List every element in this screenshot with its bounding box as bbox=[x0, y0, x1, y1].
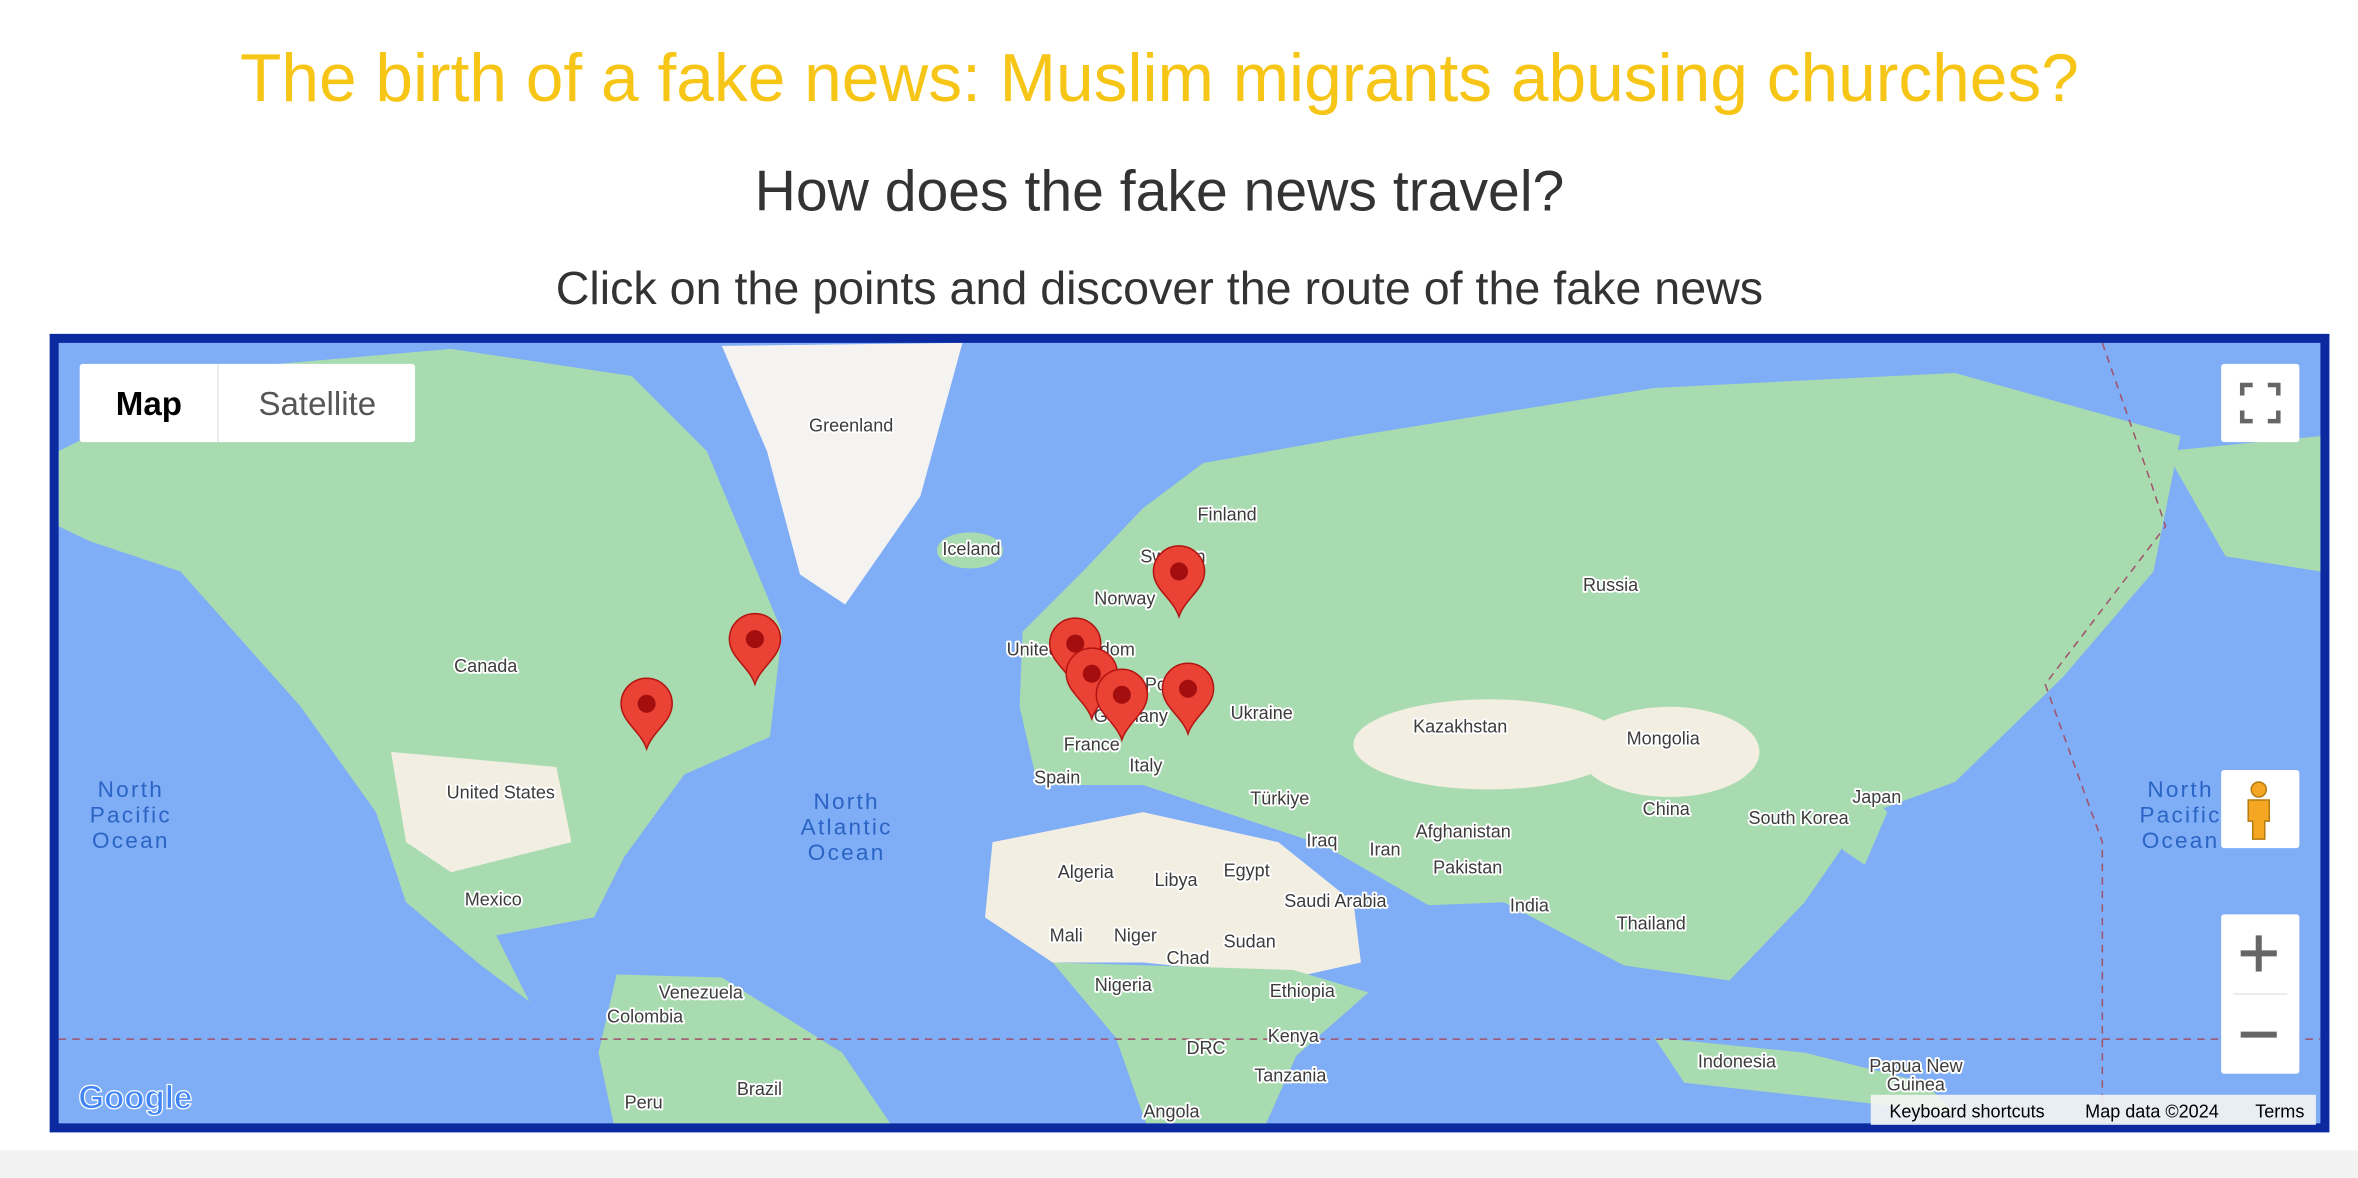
map-label: France bbox=[1064, 734, 1120, 754]
map-label: China bbox=[1643, 799, 1691, 819]
marker[interactable] bbox=[728, 612, 782, 687]
map-label: Iceland bbox=[942, 539, 1000, 559]
map-label: Tanzania bbox=[1254, 1065, 1327, 1085]
map-label: United States bbox=[447, 783, 555, 803]
map-label: Angola bbox=[1143, 1101, 1200, 1121]
map-label: Algeria bbox=[1058, 862, 1115, 882]
markers bbox=[620, 545, 1215, 752]
map-label: Thailand bbox=[1617, 913, 1686, 933]
map-label: Peru bbox=[625, 1092, 663, 1112]
satellite-button[interactable]: Satellite bbox=[258, 386, 376, 423]
map-label: Pakistan bbox=[1433, 858, 1502, 878]
map-label: Italy bbox=[1129, 755, 1162, 775]
ocean-label: North Pacific Ocean bbox=[2139, 777, 2221, 853]
title: The birth of a fake news: Muslim migrant… bbox=[240, 41, 2079, 116]
map-data: Map data ©2024 bbox=[2085, 1101, 2219, 1121]
map-label: Finland bbox=[1198, 504, 1257, 524]
map-label: Ukraine bbox=[1231, 703, 1293, 723]
map-label: Kazakhstan bbox=[1413, 716, 1507, 736]
map-label: South Korea bbox=[1748, 808, 1849, 828]
map-label: Mali bbox=[1050, 925, 1083, 945]
map-label: Egypt bbox=[1224, 861, 1270, 881]
map-label: Kenya bbox=[1268, 1026, 1320, 1046]
map-label: Guinea bbox=[1887, 1074, 1946, 1094]
map-label: Chad bbox=[1166, 948, 1209, 968]
fullscreen-button[interactable] bbox=[2221, 363, 2300, 443]
map: Greenland Iceland Finland Sweden Norway … bbox=[49, 333, 2330, 1133]
map-label: Norway bbox=[1094, 589, 1155, 609]
marker[interactable] bbox=[1152, 545, 1206, 619]
map-label: Ethiopia bbox=[1270, 981, 1336, 1001]
map-label: Libya bbox=[1154, 870, 1198, 890]
map-label: India bbox=[1510, 895, 1550, 915]
map-label: Sudan bbox=[1224, 931, 1276, 951]
subtitle: How does the fake news travel? bbox=[755, 160, 1565, 224]
map-label: Nigeria bbox=[1095, 975, 1153, 995]
zoom-control bbox=[2221, 914, 2300, 1074]
map-label: Mongolia bbox=[1627, 728, 1701, 748]
map-label: Saudi Arabia bbox=[1284, 891, 1387, 911]
instruction: Click on the points and discover the rou… bbox=[556, 262, 1763, 314]
map-label: Russia bbox=[1583, 575, 1639, 595]
map-label: Türkiye bbox=[1250, 789, 1309, 809]
ocean-label: North Atlantic Ocean bbox=[801, 789, 893, 865]
map-type-control: Map Satellite bbox=[79, 363, 416, 443]
footer-bar bbox=[1870, 1094, 2316, 1125]
map-label: Venezuela bbox=[659, 983, 744, 1003]
keyboard-shortcuts[interactable]: Keyboard shortcuts bbox=[1889, 1101, 2044, 1121]
map-land bbox=[58, 342, 2321, 1124]
pegman-button[interactable] bbox=[2221, 769, 2300, 849]
control-box bbox=[79, 363, 416, 443]
map-label: Iran bbox=[1369, 840, 1400, 860]
marker[interactable] bbox=[1095, 668, 1149, 743]
map-label: Niger bbox=[1114, 925, 1157, 945]
map-label: Papua New bbox=[1869, 1056, 1963, 1076]
map-label: Indonesia bbox=[1698, 1052, 1777, 1072]
map-label: DRC bbox=[1187, 1038, 1226, 1058]
map-label: Canada bbox=[454, 656, 518, 676]
marker[interactable] bbox=[1161, 662, 1215, 737]
google-logo: Google bbox=[78, 1079, 192, 1116]
zoom-in[interactable] bbox=[2240, 935, 2277, 972]
map-label: Colombia bbox=[607, 1007, 684, 1027]
map-label: Iraq bbox=[1306, 831, 1337, 851]
map-label: Greenland bbox=[809, 416, 893, 436]
map-label: Afghanistan bbox=[1416, 822, 1511, 842]
map-label: Mexico bbox=[465, 889, 522, 909]
marker[interactable] bbox=[620, 677, 673, 752]
page-bottom bbox=[0, 1150, 2358, 1178]
ocean-label: North Pacific Ocean bbox=[90, 777, 172, 853]
map-label: Spain bbox=[1034, 767, 1080, 787]
map-label: Brazil bbox=[737, 1079, 782, 1099]
terms[interactable]: Terms bbox=[2255, 1101, 2304, 1121]
map-button[interactable]: Map bbox=[116, 386, 182, 423]
map-label: Japan bbox=[1852, 787, 1901, 807]
